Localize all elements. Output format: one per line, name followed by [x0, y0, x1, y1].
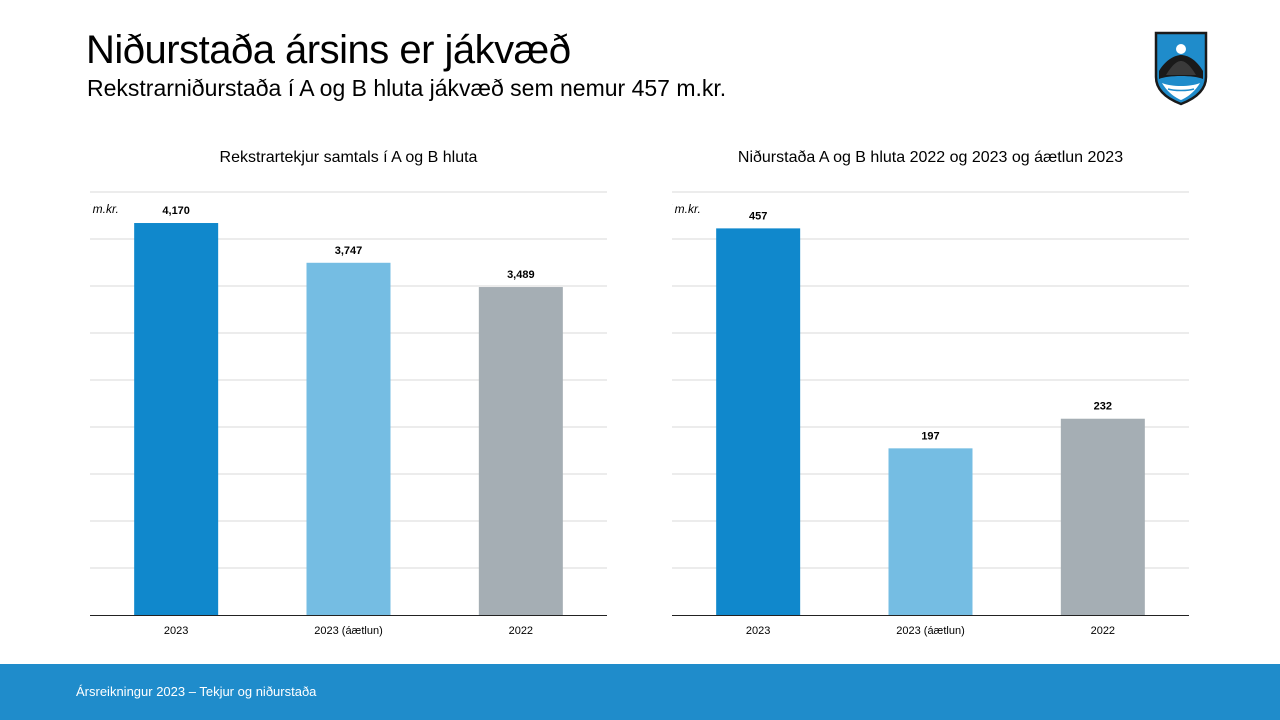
chart-title: Rekstrartekjur samtals í A og B hluta — [219, 149, 478, 166]
x-tick-label: 2022 — [509, 625, 533, 637]
slide-title: Niðurstaða ársins er jákvæð — [86, 28, 571, 72]
bar — [716, 228, 801, 615]
data-label: 4,170 — [162, 205, 190, 217]
x-tick-label: 2023 (áætlun) — [896, 625, 965, 637]
coat-of-arms-icon — [1154, 31, 1208, 106]
bar — [134, 223, 219, 615]
footer-bar: Ársreikningur 2023 – Tekjur og niðurstað… — [0, 664, 1280, 720]
x-tick-label: 2022 — [1091, 625, 1115, 637]
x-tick-label: 2023 — [164, 625, 188, 637]
data-label: 3,489 — [507, 269, 535, 281]
unit-label: í m.kr. — [90, 202, 119, 216]
unit-label: í m.kr. — [672, 202, 701, 216]
chart-revenue: Rekstrartekjur samtals í A og B hluta í … — [90, 140, 607, 650]
chart-plot: í m.kr. 4,170 2023 3,747 2023 (áætlun) 3,489 2… — [90, 191, 607, 637]
x-tick-label: 2023 — [746, 625, 770, 637]
slide-subtitle: Rekstrarniðurstaða í A og B hluta jákvæð… — [87, 75, 727, 101]
data-label: 3,747 — [335, 245, 363, 257]
footer-text: Ársreikningur 2023 – Tekjur og niðurstað… — [76, 684, 317, 699]
bar — [888, 448, 973, 615]
x-tick-label: 2023 (áætlun) — [314, 625, 383, 637]
data-label: 457 — [749, 210, 767, 222]
chart-title: Niðurstaða A og B hluta 2022 og 2023 og … — [737, 149, 1124, 166]
data-label: 232 — [1094, 401, 1112, 413]
bar — [306, 262, 391, 615]
bar — [478, 287, 563, 615]
data-label: 197 — [921, 430, 939, 442]
bar — [1060, 418, 1145, 615]
chart-result: Niðurstaða A og B hluta 2022 og 2023 og … — [672, 140, 1189, 650]
chart-plot: í m.kr. 457 2023 197 2023 (áætlun) 232 2022 — [672, 191, 1189, 637]
